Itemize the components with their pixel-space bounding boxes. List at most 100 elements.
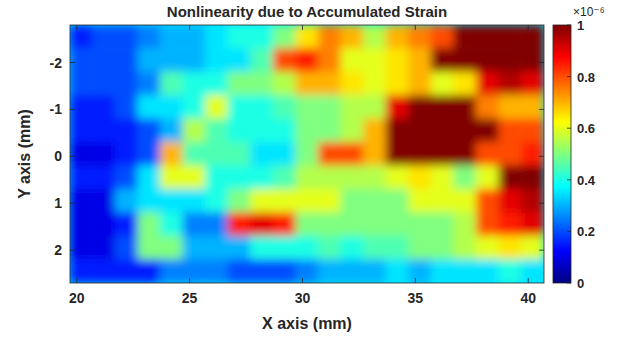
heat-cell: [228, 165, 251, 189]
y-tick-right: [539, 109, 544, 110]
heat-cell: [453, 165, 476, 189]
heat-cell: [70, 189, 93, 213]
heat-cell: [499, 236, 522, 260]
heat-cell: [476, 165, 499, 189]
heat-cell: [183, 25, 206, 49]
heat-cell: [341, 95, 364, 119]
heat-cell: [137, 48, 160, 72]
colorbar-tick: [567, 283, 571, 284]
heat-cell: [386, 259, 409, 283]
heat-cell: [295, 259, 318, 283]
heat-cell: [453, 236, 476, 260]
cells: [70, 25, 544, 283]
heat-cell: [273, 142, 296, 166]
heat-cell: [453, 119, 476, 143]
x-tick-label: 30: [295, 290, 311, 306]
heat-cell: [70, 212, 93, 236]
y-tick-label: 0: [54, 148, 62, 164]
heat-cell: [273, 48, 296, 72]
heat-cell: [160, 48, 183, 72]
heat-cell: [295, 189, 318, 213]
heat-cell: [386, 95, 409, 119]
heat-cell: [318, 95, 341, 119]
heat-cell: [318, 119, 341, 143]
heat-cell: [205, 25, 228, 49]
heat-cell: [273, 212, 296, 236]
heat-cell: [205, 142, 228, 166]
heat-cell: [160, 25, 183, 49]
colorbar: [553, 25, 571, 283]
y-tick: [70, 250, 75, 251]
colorbar-tick: [567, 128, 571, 129]
heat-cell: [453, 212, 476, 236]
chart: 2025303540-2-1012Nonlinearity due to Acc…: [0, 0, 641, 337]
heat-cell: [386, 189, 409, 213]
heat-cell: [431, 142, 454, 166]
heat-cell: [205, 48, 228, 72]
x-tick: [415, 278, 416, 283]
y-tick-label: 2: [54, 242, 62, 258]
heat-cell: [408, 142, 431, 166]
y-tick-label: -2: [50, 55, 63, 71]
heat-cell: [521, 212, 544, 236]
heat-cell: [476, 95, 499, 119]
y-tick-right: [539, 62, 544, 63]
heat-cell: [183, 236, 206, 260]
heat-cell: [318, 48, 341, 72]
y-tick: [70, 62, 75, 63]
heat-cell: [228, 259, 251, 283]
heat-cell: [499, 119, 522, 143]
heat-cell: [160, 189, 183, 213]
heat-cell: [160, 165, 183, 189]
heat-cell: [183, 119, 206, 143]
heat-cell: [453, 189, 476, 213]
heat-cell: [115, 48, 138, 72]
heat-cell: [228, 25, 251, 49]
heat-cell: [453, 142, 476, 166]
heat-cell: [318, 142, 341, 166]
colorbar-tick-label: 0: [577, 276, 584, 291]
heat-cell: [92, 119, 115, 143]
heat-cell: [476, 212, 499, 236]
heat-cell: [521, 236, 544, 260]
heat-cell: [386, 25, 409, 49]
x-tick-top: [76, 25, 77, 30]
heat-cell: [295, 48, 318, 72]
heat-cell: [250, 142, 273, 166]
heat-cell: [183, 72, 206, 96]
x-tick: [302, 278, 303, 283]
y-tick: [70, 203, 75, 204]
heat-cell: [273, 119, 296, 143]
heat-cell: [476, 25, 499, 49]
heat-cell: [386, 48, 409, 72]
heat-cell: [205, 119, 228, 143]
heat-cell: [295, 25, 318, 49]
heat-cell: [205, 259, 228, 283]
heat-cell: [137, 189, 160, 213]
heat-cell: [363, 259, 386, 283]
heat-cell: [70, 236, 93, 260]
heat-cell: [137, 212, 160, 236]
heat-cell: [431, 119, 454, 143]
heat-cell: [453, 25, 476, 49]
heat-cell: [92, 259, 115, 283]
heat-cell: [431, 25, 454, 49]
heat-cell: [499, 189, 522, 213]
heat-cell: [341, 119, 364, 143]
heat-cell: [521, 259, 544, 283]
heat-cell: [160, 119, 183, 143]
heat-cell: [160, 259, 183, 283]
heat-cell: [115, 189, 138, 213]
heat-cell: [115, 259, 138, 283]
x-tick: [528, 278, 529, 283]
heat-cell: [70, 142, 93, 166]
heat-cell: [476, 142, 499, 166]
heat-cell: [183, 48, 206, 72]
heat-cell: [476, 72, 499, 96]
heat-cell: [70, 25, 93, 49]
heat-cell: [318, 165, 341, 189]
heat-cell: [386, 212, 409, 236]
heat-cell: [363, 236, 386, 260]
heat-cell: [70, 48, 93, 72]
x-tick-top: [302, 25, 303, 30]
